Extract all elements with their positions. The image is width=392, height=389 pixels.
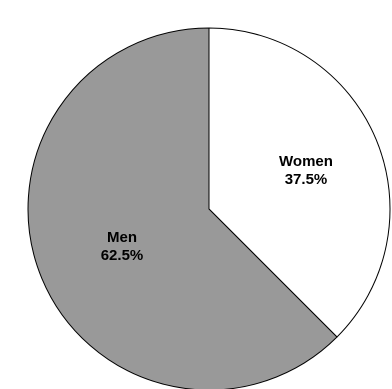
slice-label-men: Men — [107, 229, 137, 246]
slice-value-men: 62.5% — [101, 247, 144, 264]
slice-value-women: 37.5% — [285, 171, 328, 188]
pie-slice-women — [208, 27, 391, 338]
pie-slice-men — [27, 27, 338, 389]
slice-label-women: Women — [279, 153, 333, 170]
